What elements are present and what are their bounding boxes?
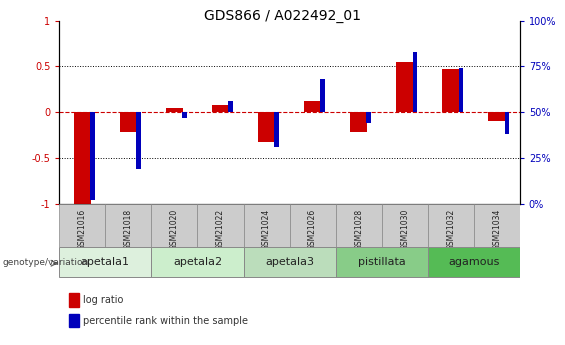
Bar — [382, 204, 428, 247]
Bar — [151, 204, 198, 247]
Bar — [68, 293, 79, 307]
Text: GSM21024: GSM21024 — [262, 209, 271, 250]
Text: GSM21026: GSM21026 — [308, 209, 317, 250]
Bar — [120, 112, 137, 132]
Text: genotype/variation: genotype/variation — [3, 258, 89, 267]
Bar — [350, 112, 367, 132]
Bar — [244, 204, 290, 247]
Text: GSM21032: GSM21032 — [446, 209, 455, 250]
Text: GDS866 / A022492_01: GDS866 / A022492_01 — [204, 9, 361, 23]
Text: GSM21022: GSM21022 — [216, 209, 225, 250]
Bar — [428, 204, 474, 247]
Bar — [412, 52, 417, 112]
Bar — [488, 112, 506, 121]
Text: log ratio: log ratio — [83, 295, 124, 305]
Text: apetala1: apetala1 — [81, 257, 130, 267]
Text: GSM21030: GSM21030 — [400, 209, 409, 250]
Text: percentile rank within the sample: percentile rank within the sample — [83, 316, 248, 326]
Bar — [59, 247, 151, 277]
Bar — [212, 105, 229, 112]
Text: GSM21028: GSM21028 — [354, 209, 363, 250]
Bar — [304, 101, 321, 112]
Text: GSM21018: GSM21018 — [124, 209, 133, 250]
Bar — [396, 62, 414, 112]
Bar — [275, 112, 279, 147]
Bar — [151, 247, 244, 277]
Bar — [290, 204, 336, 247]
Text: apetala3: apetala3 — [265, 257, 314, 267]
Bar — [182, 112, 187, 118]
Bar — [336, 247, 428, 277]
Text: pistillata: pistillata — [358, 257, 406, 267]
Bar — [505, 112, 509, 134]
Bar — [166, 108, 183, 112]
Bar — [459, 68, 463, 112]
Bar — [136, 112, 141, 169]
Bar — [59, 204, 105, 247]
Bar — [228, 101, 233, 112]
Bar — [258, 112, 275, 142]
Bar — [442, 69, 459, 112]
Text: GSM21020: GSM21020 — [170, 209, 179, 250]
Bar — [428, 247, 520, 277]
Bar — [90, 112, 95, 200]
Bar — [105, 204, 151, 247]
Bar — [320, 79, 325, 112]
Text: agamous: agamous — [448, 257, 499, 267]
Text: apetala2: apetala2 — [173, 257, 222, 267]
Bar — [367, 112, 371, 123]
Bar — [336, 204, 382, 247]
Bar — [474, 204, 520, 247]
Bar — [244, 247, 336, 277]
Bar — [73, 112, 91, 204]
Text: GSM21016: GSM21016 — [78, 209, 87, 250]
Bar — [198, 204, 244, 247]
Bar — [68, 314, 79, 327]
Text: GSM21034: GSM21034 — [492, 209, 501, 250]
